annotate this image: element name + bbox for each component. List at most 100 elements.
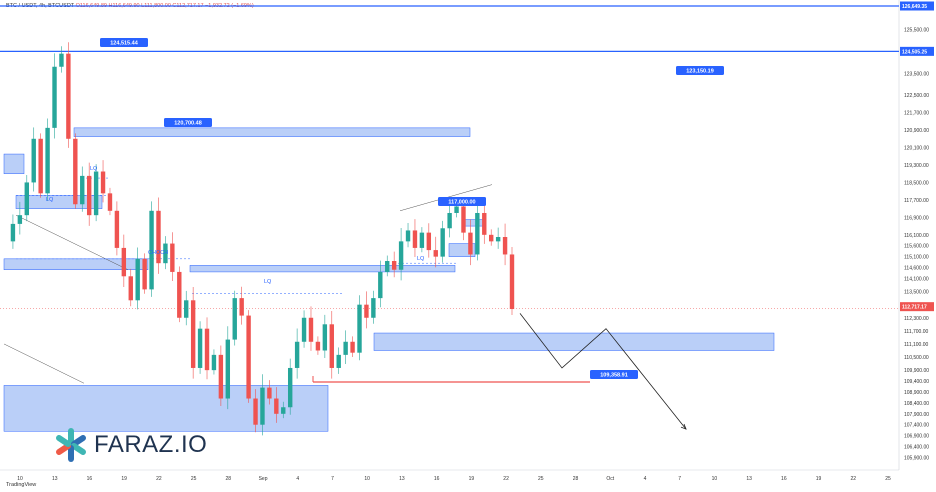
x-tick-label: 19 — [816, 476, 822, 482]
candle-body — [197, 328, 203, 368]
y-tick-label: 122,500.00 — [904, 93, 929, 99]
candle-body — [315, 341, 321, 351]
candle-body — [294, 341, 300, 368]
x-tick-label: 22 — [503, 476, 509, 482]
x-tick-label: 25 — [885, 476, 891, 482]
y-tick-label: 111,700.00 — [904, 329, 929, 335]
y-tick-label: 108,400.00 — [904, 401, 929, 407]
x-tick-label: 16 — [87, 476, 93, 482]
y-tick-label: 110,500.00 — [904, 355, 929, 361]
y-tick-label: 114,100.00 — [904, 276, 929, 282]
candle-body — [177, 271, 182, 318]
candle-body — [489, 234, 494, 242]
y-tick-label: 115,600.00 — [904, 244, 929, 250]
y-tick-label: 118,500.00 — [904, 180, 929, 186]
x-tick-label: 10 — [364, 476, 370, 482]
y-tick-label: 119,300.00 — [904, 163, 929, 169]
x-tick-label: 7 — [678, 476, 681, 482]
candle-body — [329, 324, 334, 368]
supply-demand-zone — [73, 127, 471, 137]
x-tick-label: 19 — [469, 476, 475, 482]
candle-body — [80, 175, 85, 205]
candle-body — [371, 298, 376, 318]
candle-body — [184, 300, 189, 318]
x-tick-label: 16 — [434, 476, 440, 482]
candle-body — [114, 210, 120, 248]
y-tick-label: 123,500.00 — [904, 71, 929, 77]
candle-body — [31, 138, 36, 183]
annotation-label: LQ — [46, 197, 54, 203]
candle-body — [218, 354, 224, 399]
x-tick-label: 13 — [746, 476, 752, 482]
y-tick-label: 117,700.00 — [904, 198, 929, 204]
candle-body — [10, 223, 16, 242]
x-tick-label: 19 — [121, 476, 127, 482]
y-tick-label: 115,100.00 — [904, 255, 929, 261]
candle-body — [281, 407, 286, 414]
candle-body — [86, 175, 92, 216]
x-tick-label: 28 — [573, 476, 579, 482]
hline-tag: 124,505.25 — [902, 49, 927, 55]
y-tick-label: 113,500.00 — [904, 290, 929, 296]
logo-text: FARAZ.IO — [94, 431, 208, 458]
candle-body — [163, 243, 168, 264]
annotation-label: LQ — [90, 166, 98, 172]
candle-body — [73, 138, 78, 205]
candle-body — [45, 127, 50, 194]
y-tick-label: 106,400.00 — [904, 445, 929, 451]
candle-body — [204, 328, 210, 371]
trend-line — [15, 214, 129, 270]
candle-body — [287, 367, 293, 408]
current-price-subtag: 03:29 — [909, 312, 921, 317]
candle-body — [426, 232, 432, 251]
price-label-text: 124,515.44 — [110, 41, 138, 47]
y-tick-label: 112,300.00 — [904, 316, 929, 322]
x-tick-label: 25 — [538, 476, 544, 482]
projection-arrow-head — [680, 423, 687, 430]
current-price-tag-box — [900, 302, 934, 312]
candle-body — [378, 271, 383, 299]
y-tick-label: 111,100.00 — [904, 342, 929, 348]
candle-body — [461, 206, 466, 233]
supply-demand-zone — [3, 385, 329, 432]
candle-body — [142, 258, 147, 290]
candle-body — [211, 354, 217, 371]
candle-body — [482, 212, 487, 235]
x-tick-label: Oct — [606, 476, 614, 482]
annotation-label: CHOCH — [148, 250, 168, 256]
candle-body — [398, 241, 404, 270]
candle-body — [274, 398, 279, 414]
trend-line — [3, 343, 85, 384]
price-label-text: 120,700.48 — [174, 121, 202, 127]
candle-body — [433, 250, 438, 257]
y-tick-label: 116,100.00 — [904, 233, 929, 239]
x-tick-label: 22 — [850, 476, 856, 482]
candle-body — [100, 171, 106, 194]
candle-body — [475, 212, 480, 255]
candle-body — [350, 341, 355, 353]
candle-body — [38, 138, 43, 194]
candle-body — [128, 276, 133, 301]
y-tick-label: 109,900.00 — [904, 368, 929, 374]
y-tick-label: 125,500.00 — [904, 28, 929, 34]
y-tick-label: 114,600.00 — [904, 266, 929, 272]
y-tick-label: 107,900.00 — [904, 412, 929, 418]
y-tick-label: 105,900.00 — [904, 455, 929, 461]
candle-body — [336, 354, 341, 368]
candle-body — [170, 243, 175, 272]
candle-body — [385, 261, 390, 272]
price-label-box — [100, 38, 148, 47]
y-tick-label: 107,400.00 — [904, 423, 929, 429]
candle-body — [419, 232, 425, 248]
candle-body — [232, 298, 237, 340]
candle-body — [225, 339, 231, 399]
x-tick-label: 10 — [17, 476, 23, 482]
x-tick-label: 28 — [226, 476, 232, 482]
candle-body — [357, 304, 362, 353]
supply-demand-zone — [463, 219, 484, 227]
annotation-label: LQ — [264, 279, 272, 285]
y-tick-label: 108,900.00 — [904, 390, 929, 396]
supply-demand-zone — [3, 258, 149, 270]
x-tick-label: 25 — [191, 476, 197, 482]
